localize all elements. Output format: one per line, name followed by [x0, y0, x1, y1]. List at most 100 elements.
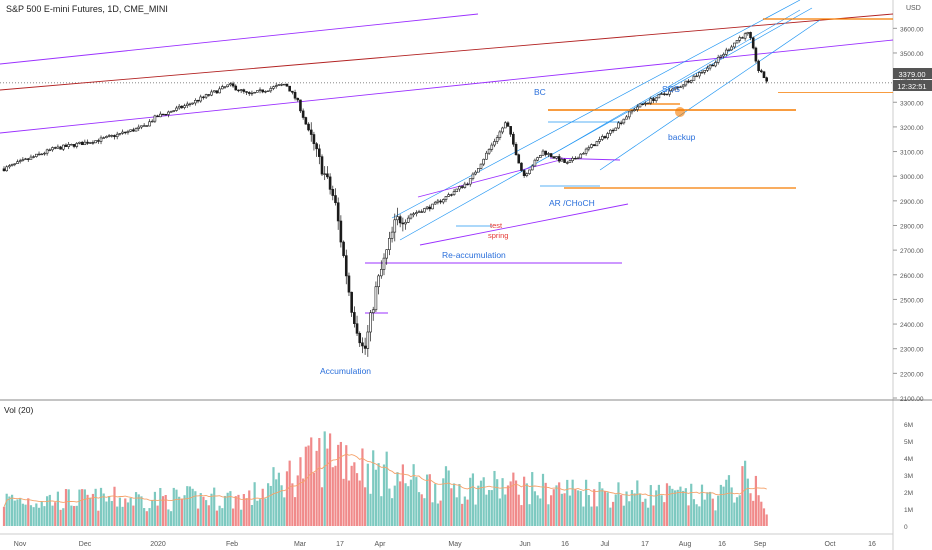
candle-body — [72, 144, 76, 147]
candle-body — [191, 102, 194, 105]
candle-body — [458, 186, 461, 190]
volume-bar — [549, 495, 553, 526]
candle-body — [220, 86, 224, 90]
volume-bar — [587, 495, 590, 526]
volume-bar — [62, 508, 65, 526]
candle-body — [493, 141, 496, 146]
volume-bar — [345, 445, 348, 526]
volume-bar — [428, 474, 431, 526]
candle-body — [609, 129, 612, 134]
candle-body — [401, 222, 405, 225]
candle-body — [560, 159, 564, 162]
volume-bar — [509, 481, 512, 526]
candle-body — [468, 178, 472, 185]
volume-bar — [482, 477, 485, 526]
volume-bar — [369, 493, 372, 526]
volume-bar — [328, 433, 332, 526]
candle-body — [517, 154, 521, 164]
candle-body — [288, 85, 291, 92]
price-tick-label: 3300.00 — [900, 100, 924, 107]
candle-body — [78, 141, 81, 144]
volume-bar — [221, 508, 224, 526]
volume-bar — [129, 497, 132, 526]
candle-body — [617, 122, 620, 129]
volume-bar — [229, 491, 232, 526]
candle-body — [161, 113, 165, 116]
price-pane[interactable] — [0, 0, 893, 400]
candle-body — [18, 160, 22, 163]
candle-body — [393, 219, 397, 233]
volume-bar — [56, 491, 59, 526]
candle-body — [765, 77, 768, 82]
volume-bar — [299, 457, 302, 526]
volume-bar — [304, 446, 307, 526]
volume-bar — [593, 489, 596, 526]
candle-body — [202, 96, 205, 99]
candle-body — [738, 37, 742, 41]
volume-bar — [207, 505, 210, 526]
candle-body — [506, 122, 510, 127]
volume-bar — [426, 474, 429, 526]
volume-bar — [614, 494, 617, 526]
volume-bar — [722, 486, 725, 526]
candle-body — [668, 90, 671, 95]
volume-bar — [280, 485, 283, 526]
price-tick-label: 2900.00 — [900, 199, 924, 206]
volume-bar — [19, 497, 22, 526]
candle-body — [703, 70, 707, 73]
candle-body — [358, 333, 362, 344]
candle-body — [212, 90, 216, 93]
volume-bar — [364, 487, 367, 526]
currency-label: USD — [906, 5, 921, 12]
price-tick-label: 2200.00 — [900, 371, 924, 378]
volume-bar — [566, 479, 569, 526]
candle-body — [347, 275, 351, 293]
candle-body — [600, 136, 604, 140]
volume-bar — [690, 483, 693, 526]
candle-body — [495, 137, 499, 142]
volume-bar — [29, 505, 33, 526]
price-axis[interactable] — [893, 0, 932, 550]
volume-bar — [539, 498, 542, 526]
volume-bar — [196, 508, 200, 526]
candle-body — [177, 105, 181, 109]
time-tick-label: 2020 — [150, 541, 166, 548]
candle-body — [153, 115, 157, 122]
volume-bar — [366, 463, 369, 526]
candle-body — [724, 49, 728, 55]
volume-bar — [703, 499, 706, 526]
candle-body — [415, 212, 418, 215]
volume-bar — [355, 473, 359, 526]
volume-bar — [318, 438, 321, 526]
candle-body — [487, 149, 491, 154]
candle-body — [280, 84, 283, 86]
volume-bar — [752, 500, 755, 526]
candle-body — [584, 148, 588, 154]
candle-body — [172, 110, 176, 112]
volume-bar — [598, 481, 601, 526]
candle-body — [229, 83, 232, 86]
spring-label: spring — [488, 231, 508, 240]
candle-body — [355, 323, 359, 334]
candle-body — [269, 88, 273, 92]
volume-bar — [668, 485, 671, 526]
volume-bar — [641, 501, 644, 526]
drawings-layer — [0, 0, 894, 314]
volume-bar — [99, 487, 103, 526]
candle-body — [37, 153, 41, 156]
volume-bar — [380, 496, 383, 526]
price-tick-label: 2800.00 — [900, 223, 924, 230]
volume-bar — [735, 497, 739, 526]
candle-body — [587, 147, 591, 150]
candle-body — [684, 80, 688, 86]
candle-body — [741, 37, 744, 39]
time-tick-label: Nov — [14, 541, 27, 548]
volume-bar — [417, 492, 421, 526]
candle-body — [436, 200, 440, 203]
volume-bar — [188, 486, 192, 526]
volume-bar — [544, 482, 547, 526]
candle-body — [304, 117, 308, 125]
volume-bar — [5, 493, 8, 526]
volume-bar — [302, 478, 305, 526]
